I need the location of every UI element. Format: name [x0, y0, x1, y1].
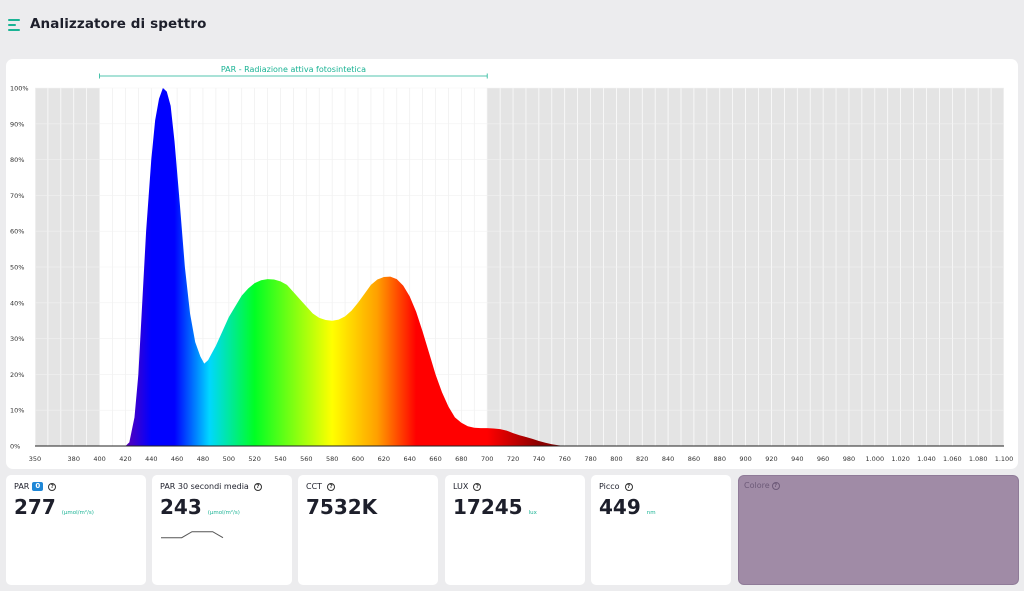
par30-label-row: PAR 30 secondi media ?	[160, 482, 262, 491]
question-circle-icon[interactable]: ?	[48, 482, 57, 491]
cct-card: CCT ? 7532K	[298, 475, 438, 585]
x-tick-label: 780	[584, 455, 596, 463]
x-tick-label: 680	[455, 455, 467, 463]
x-tick-label: 920	[765, 455, 777, 463]
x-tick-label: 740	[533, 455, 545, 463]
par-value-row: 277 (µmol/m²/s)	[14, 495, 94, 519]
x-tick-label: 1.100	[995, 455, 1014, 463]
question-circle-icon[interactable]: ?	[624, 482, 633, 491]
par30-sparkline	[161, 531, 224, 539]
y-tick-label: 0%	[10, 443, 20, 451]
x-tick-label: 700	[481, 455, 493, 463]
x-tick-label: 1.000	[865, 455, 884, 463]
x-tick-label: 940	[791, 455, 803, 463]
par-range-label: PAR - Radiazione attiva fotosintetica	[221, 65, 366, 74]
y-tick-label: 90%	[10, 120, 24, 128]
x-tick-label: 860	[688, 455, 700, 463]
peak-value-row: 449 nm	[599, 495, 656, 519]
x-tick-label: 520	[248, 455, 260, 463]
x-tick-label: 820	[636, 455, 648, 463]
sparkline-line	[161, 531, 224, 539]
question-circle-icon[interactable]: ?	[327, 482, 336, 491]
par-value: 277	[14, 495, 56, 519]
x-tick-label: 880	[714, 455, 726, 463]
x-tick-label: 800	[610, 455, 622, 463]
x-tick-label: 560	[300, 455, 312, 463]
par-card: PAR 0 ? 277 (µmol/m²/s)	[6, 475, 146, 585]
x-tick-label: 600	[352, 455, 364, 463]
x-tick-label: 500	[223, 455, 235, 463]
x-tick-label: 1.040	[917, 455, 936, 463]
par-label: PAR	[14, 482, 30, 491]
y-tick-label: 30%	[10, 335, 24, 343]
par-unit: (µmol/m²/s)	[61, 510, 94, 516]
app-header: Analizzatore di spettro	[0, 0, 1024, 54]
color-card: Colore ?	[738, 475, 1019, 585]
x-tick-label: 640	[403, 455, 415, 463]
x-tick-label: 440	[145, 455, 157, 463]
par30-card: PAR 30 secondi media ? 243 (µmol/m²/s)	[152, 475, 292, 585]
lux-unit: lux	[528, 510, 537, 516]
cct-label: CCT	[306, 482, 323, 491]
x-tick-label: 1.060	[943, 455, 962, 463]
x-tick-label: 720	[507, 455, 519, 463]
x-tick-label: 980	[843, 455, 855, 463]
cct-value: 7532K	[306, 495, 378, 519]
question-circle-icon[interactable]: ?	[473, 482, 482, 491]
x-tick-label: 460	[171, 455, 183, 463]
y-tick-label: 60%	[10, 228, 24, 236]
question-circle-icon[interactable]: ?	[253, 482, 262, 491]
peak-label-row: Picco ?	[599, 482, 633, 491]
x-tick-label: 1.020	[891, 455, 910, 463]
hamburger-menu-icon[interactable]	[8, 19, 20, 32]
lux-card: LUX ? 17245 lux	[445, 475, 585, 585]
x-tick-label: 1.080	[969, 455, 988, 463]
lux-value: 17245	[453, 495, 523, 519]
x-tick-label: 960	[817, 455, 829, 463]
y-tick-label: 40%	[10, 299, 24, 307]
question-circle-icon[interactable]: ?	[771, 481, 780, 490]
par30-label: PAR 30 secondi media	[160, 482, 249, 491]
par30-value-row: 243 (µmol/m²/s)	[160, 495, 240, 519]
x-tick-label: 350	[29, 455, 41, 463]
color-label-row: Colore ?	[744, 481, 780, 490]
peak-unit: nm	[646, 510, 656, 516]
x-tick-label: 760	[559, 455, 571, 463]
x-tick-label: 620	[378, 455, 390, 463]
x-tick-label: 400	[93, 455, 105, 463]
par30-unit: (µmol/m²/s)	[207, 510, 240, 516]
x-tick-label: 480	[197, 455, 209, 463]
x-tick-label: 540	[274, 455, 286, 463]
peak-label: Picco	[599, 482, 620, 491]
peak-value: 449	[599, 495, 641, 519]
x-tick-label: 380	[68, 455, 80, 463]
lux-label: LUX	[453, 482, 469, 491]
cct-value-row: 7532K	[306, 495, 377, 519]
page-title: Analizzatore di spettro	[30, 16, 207, 32]
y-tick-label: 50%	[10, 264, 24, 272]
color-label: Colore	[744, 481, 770, 490]
par-badge: 0	[32, 482, 44, 491]
cct-label-row: CCT ?	[306, 482, 336, 491]
y-tick-label: 80%	[10, 156, 24, 164]
lux-value-row: 17245 lux	[453, 495, 537, 519]
y-tick-label: 70%	[10, 192, 24, 200]
y-tick-label: 20%	[10, 371, 24, 379]
spectrum-area	[125, 88, 578, 446]
par-label-row: PAR 0 ?	[14, 482, 57, 491]
y-tick-label: 10%	[10, 407, 24, 415]
x-tick-label: 580	[326, 455, 338, 463]
par30-value: 243	[160, 495, 202, 519]
y-tick-label: 100%	[10, 85, 29, 93]
x-tick-label: 840	[662, 455, 674, 463]
x-tick-label: 420	[119, 455, 131, 463]
peak-card: Picco ? 449 nm	[591, 475, 731, 585]
spectrum-chart-card: 0% 10% 20% 30% 40% 50% 60% 70% 80% 90% 100% 350 380 4…	[6, 59, 1018, 469]
x-tick-label: 900	[739, 455, 751, 463]
x-tick-label: 660	[429, 455, 441, 463]
spectrum-chart: 0% 10% 20% 30% 40% 50% 60% 70% 80% 90% 100% 350 380 4…	[10, 65, 1014, 463]
lux-label-row: LUX ?	[453, 482, 482, 491]
